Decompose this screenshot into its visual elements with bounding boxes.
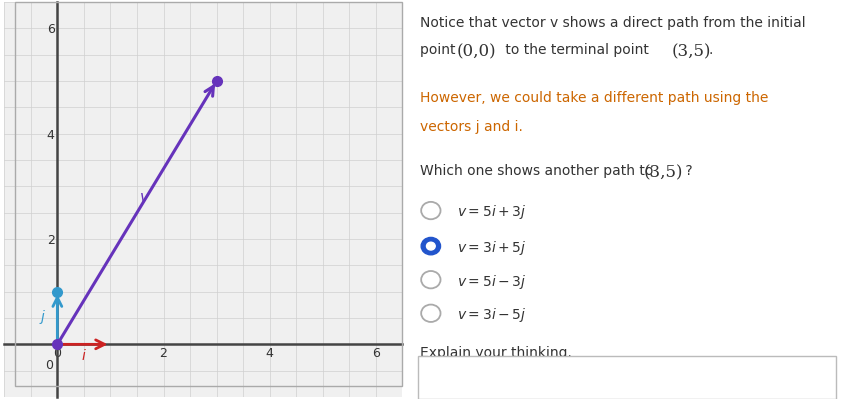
Text: to the terminal point: to the terminal point: [501, 43, 654, 57]
Text: $v = 5i + 3j$: $v = 5i + 3j$: [457, 203, 527, 221]
Text: Notice that vector v shows a direct path from the initial: Notice that vector v shows a direct path…: [420, 16, 805, 30]
Circle shape: [421, 304, 441, 322]
Text: Explain your thinking.: Explain your thinking.: [420, 346, 572, 359]
Text: $v = 3i - 5j$: $v = 3i - 5j$: [457, 306, 527, 324]
Text: j: j: [40, 310, 44, 324]
Circle shape: [421, 271, 441, 288]
Text: (3,5): (3,5): [671, 43, 711, 61]
Text: i: i: [81, 349, 85, 363]
Text: $v = 3i + 5j$: $v = 3i + 5j$: [457, 239, 527, 257]
Text: .: .: [708, 43, 712, 57]
Text: However, we could take a different path using the: However, we could take a different path …: [420, 91, 768, 105]
Text: v: v: [140, 190, 149, 205]
Text: Which one shows another path to: Which one shows another path to: [420, 164, 658, 178]
Text: (3,5): (3,5): [643, 164, 683, 181]
Text: (0,0): (0,0): [456, 43, 496, 61]
Circle shape: [426, 242, 435, 250]
Text: $v = 5i - 3j$: $v = 5i - 3j$: [457, 273, 527, 290]
Text: point: point: [420, 43, 460, 57]
Circle shape: [421, 237, 441, 255]
FancyBboxPatch shape: [418, 356, 836, 399]
Text: vectors j and i.: vectors j and i.: [420, 120, 523, 134]
Circle shape: [421, 202, 441, 219]
Text: ?: ?: [681, 164, 693, 178]
Text: 0: 0: [45, 359, 54, 372]
